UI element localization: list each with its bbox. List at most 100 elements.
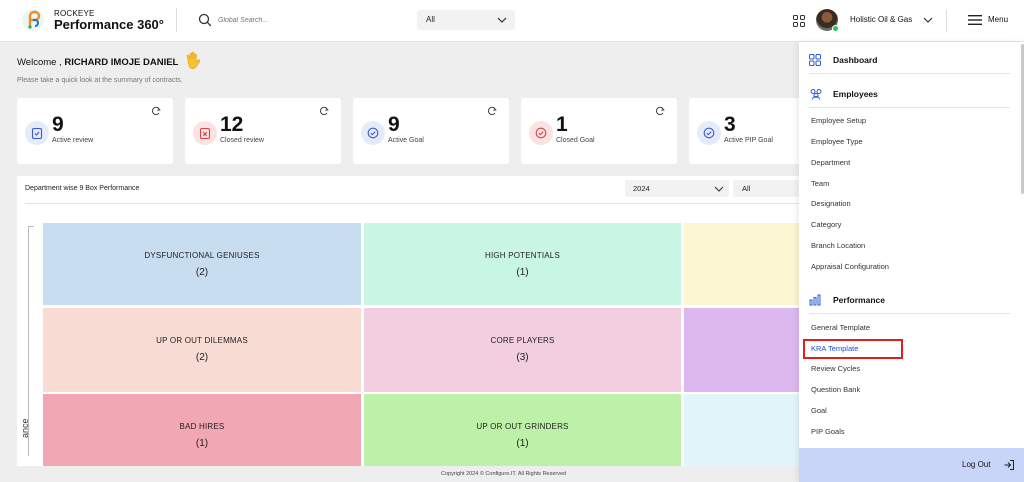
header-divider bbox=[946, 10, 947, 32]
box-title: UP OR OUT GRINDERS bbox=[476, 422, 569, 431]
y-axis-line bbox=[28, 226, 29, 456]
refresh-icon[interactable] bbox=[487, 106, 497, 116]
box-top-right[interactable] bbox=[684, 223, 799, 305]
stat-value: 3 bbox=[724, 113, 736, 136]
box-title: BAD HIRES bbox=[179, 422, 225, 431]
logout-label: Log Out bbox=[962, 460, 991, 469]
waving-hand-icon bbox=[186, 51, 201, 69]
header-divider bbox=[176, 8, 177, 32]
box-title: CORE PLAYERS bbox=[490, 336, 555, 345]
stat-label: Closed review bbox=[220, 137, 264, 144]
side-menu: Dashboard Employees Employee Setup Emplo… bbox=[799, 42, 1024, 482]
user-name: RICHARD IMOJE DANIEL bbox=[64, 57, 179, 68]
chevron-down-icon[interactable] bbox=[922, 14, 934, 26]
menu-item-branch-location[interactable]: Branch Location bbox=[811, 241, 866, 250]
bar-chart-icon bbox=[809, 294, 821, 306]
box-core-players[interactable]: CORE PLAYERS (3) bbox=[364, 308, 681, 392]
chevron-down-icon bbox=[714, 186, 724, 192]
stat-card-active-review[interactable]: 9 Active review bbox=[17, 98, 173, 164]
box-count: (3) bbox=[516, 352, 529, 363]
menu-item-pip-goals[interactable]: PIP Goals bbox=[811, 427, 845, 436]
box-title: UP OR OUT DILEMMAS bbox=[156, 336, 248, 345]
refresh-icon[interactable] bbox=[319, 106, 329, 116]
y-axis-tick bbox=[28, 226, 34, 227]
top-header: ROCKEYE Performance 360° All Holistic Oi… bbox=[0, 0, 1024, 42]
menu-section-dashboard[interactable]: Dashboard bbox=[809, 52, 1010, 74]
stat-card-closed-review[interactable]: 12 Closed review bbox=[185, 98, 341, 164]
logo-icon bbox=[22, 9, 44, 31]
stat-card-closed-goal[interactable]: 1 Closed Goal bbox=[521, 98, 677, 164]
box-count: (2) bbox=[195, 352, 209, 363]
users-icon bbox=[810, 89, 822, 100]
welcome-subtitle: Please take a quick look at the summary … bbox=[17, 77, 183, 84]
panel-title: Department wise 9 Box Performance bbox=[25, 185, 140, 192]
box-up-or-out-grinders[interactable]: UP OR OUT GRINDERS (1) bbox=[364, 394, 681, 466]
copyright-text: Copyright 2024 © Configure.IT. All Right… bbox=[441, 471, 567, 477]
menu-section-label: Performance bbox=[833, 295, 885, 305]
box-title: HIGH POTENTIALS bbox=[484, 251, 560, 260]
search-filter-select[interactable]: All bbox=[417, 10, 515, 30]
x-circle-icon bbox=[529, 121, 553, 145]
menu-item-category[interactable]: Category bbox=[811, 220, 842, 229]
global-search-input[interactable] bbox=[218, 12, 398, 28]
menu-item-question-bank[interactable]: Question Bank bbox=[811, 385, 861, 394]
online-status-dot bbox=[832, 25, 839, 32]
menu-button[interactable]: Menu bbox=[968, 13, 1016, 29]
year-select[interactable]: 2024 bbox=[625, 180, 729, 197]
menu-item-team[interactable]: Team bbox=[811, 179, 830, 188]
menu-section-label: Employees bbox=[833, 89, 878, 99]
box-count: (2) bbox=[195, 267, 209, 278]
stat-label: Active review bbox=[52, 137, 94, 144]
stat-card-active-pip-goal[interactable]: 3 Active PIP Goal bbox=[689, 98, 845, 164]
menu-item-general-template[interactable]: General Template bbox=[811, 323, 871, 332]
menu-item-kra-template[interactable]: KRA Template bbox=[811, 344, 859, 353]
menu-item-employee-setup[interactable]: Employee Setup bbox=[811, 116, 867, 125]
hamburger-icon bbox=[968, 15, 982, 25]
user-avatar[interactable] bbox=[816, 9, 838, 31]
check-circle-icon bbox=[697, 121, 721, 145]
menu-section-label: Dashboard bbox=[833, 55, 878, 65]
menu-item-goal[interactable]: Goal bbox=[811, 406, 827, 415]
kra-template-highlight-box bbox=[803, 339, 903, 359]
box-middle-right[interactable] bbox=[684, 308, 799, 392]
clipboard-x-icon bbox=[193, 121, 217, 145]
search-filter-value: All bbox=[426, 15, 435, 24]
scrollbar[interactable] bbox=[1021, 44, 1024, 194]
welcome-prefix: Welcome , bbox=[17, 57, 65, 68]
stat-label: Closed Goal bbox=[556, 137, 595, 144]
box-bad-hires[interactable]: BAD HIRES (1) bbox=[43, 394, 361, 466]
box-bottom-right[interactable] bbox=[684, 394, 799, 466]
menu-item-review-cycles[interactable]: Review Cycles bbox=[811, 364, 861, 373]
box-up-or-out-dilemmas[interactable]: UP OR OUT DILEMMAS (2) bbox=[43, 308, 361, 392]
stat-value: 1 bbox=[556, 113, 568, 136]
menu-item-appraisal-configuration[interactable]: Appraisal Configuration bbox=[811, 262, 889, 271]
stat-value: 9 bbox=[388, 113, 400, 136]
apps-grid-icon[interactable] bbox=[793, 15, 805, 27]
company-name[interactable]: Holistic Oil & Gas bbox=[850, 15, 913, 24]
stat-value: 12 bbox=[220, 113, 244, 136]
refresh-icon[interactable] bbox=[655, 106, 665, 116]
logout-icon bbox=[1004, 460, 1014, 470]
box-dysfunctional-geniuses[interactable]: DYSFUNCTIONAL GENIUSES (2) bbox=[43, 223, 361, 305]
menu-section-performance[interactable]: Performance bbox=[809, 292, 1010, 314]
dashboard-icon bbox=[809, 54, 821, 66]
logo-brand-name: ROCKEYE bbox=[54, 9, 95, 18]
panel-divider bbox=[25, 203, 807, 204]
check-circle-icon bbox=[361, 121, 385, 145]
chevron-down-icon bbox=[497, 17, 507, 23]
search-icon[interactable] bbox=[196, 11, 214, 29]
menu-item-department[interactable]: Department bbox=[811, 158, 851, 167]
refresh-icon[interactable] bbox=[151, 106, 161, 116]
stat-card-active-goal[interactable]: 9 Active Goal bbox=[353, 98, 509, 164]
menu-section-employees[interactable]: Employees bbox=[809, 86, 1010, 108]
menu-item-employee-type[interactable]: Employee Type bbox=[811, 137, 863, 146]
welcome-heading: Welcome , RICHARD IMOJE DANIEL bbox=[17, 57, 178, 68]
menu-item-designation[interactable]: Designation bbox=[811, 199, 851, 208]
department-filter-select[interactable]: All bbox=[733, 180, 807, 197]
stat-label: Active PIP Goal bbox=[724, 137, 773, 144]
box-high-potentials[interactable]: HIGH POTENTIALS (1) bbox=[364, 223, 681, 305]
box-count: (1) bbox=[516, 267, 529, 278]
logout-button[interactable]: Log Out bbox=[799, 448, 1024, 482]
menu-label: Menu bbox=[988, 15, 1009, 24]
department-filter-value: All bbox=[742, 184, 751, 193]
